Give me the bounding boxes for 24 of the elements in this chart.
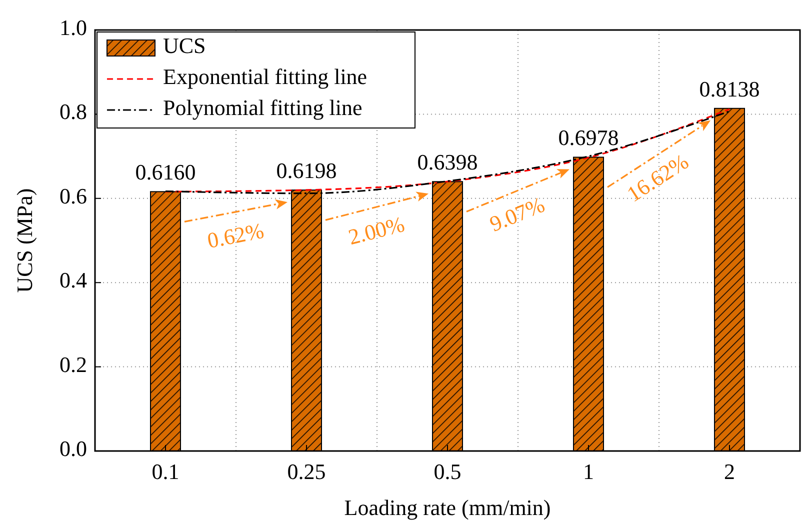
x-axis-title: Loading rate (mm/min)	[344, 495, 551, 520]
x-tick-label: 2	[724, 459, 735, 484]
x-tick-label: 1	[583, 459, 594, 484]
legend-label: UCS	[163, 33, 206, 58]
y-tick-label: 0.4	[60, 268, 87, 293]
data-label: 0.6978	[558, 125, 619, 150]
y-tick-label: 0.8	[60, 99, 87, 124]
y-tick-label: 1.0	[60, 15, 87, 40]
annotation: 2.00%	[346, 211, 408, 250]
legend-label: Polynomial fitting line	[163, 95, 362, 120]
y-tick-label: 0.0	[60, 436, 87, 462]
x-tick-label: 0.1	[152, 459, 180, 484]
y-tick-label: 0.6	[60, 183, 87, 208]
data-label: 0.6160	[135, 160, 196, 185]
y-tick-label: 0.2	[60, 352, 87, 377]
annotation: 0.62%	[205, 218, 266, 254]
annotation: 9.07%	[486, 192, 548, 237]
data-label: 0.6198	[276, 158, 337, 184]
x-tick-label: 0.5	[434, 459, 462, 484]
y-axis-title: UCS (MPa)	[12, 188, 37, 293]
data-label: 0.6398	[417, 150, 478, 175]
legend-label: Exponential fitting line	[163, 64, 368, 90]
data-label: 0.8138	[699, 76, 760, 102]
x-tick-label: 0.25	[287, 459, 326, 484]
